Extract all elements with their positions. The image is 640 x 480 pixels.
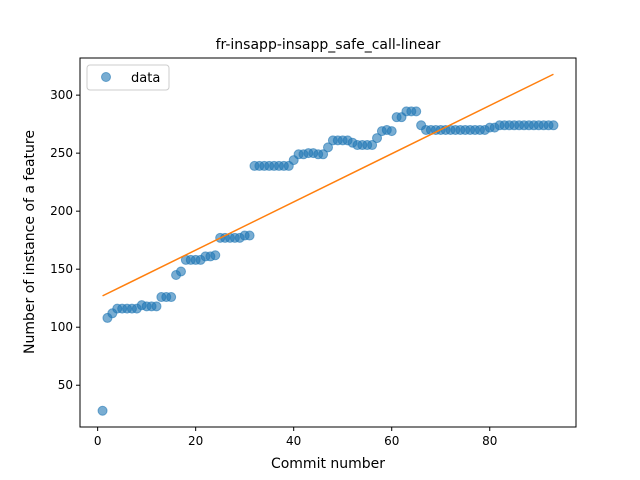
legend: data [86, 64, 170, 91]
data-point [175, 266, 186, 277]
x-tick-label: 80 [482, 434, 497, 448]
data-point [210, 250, 221, 261]
legend-box [86, 64, 170, 91]
legend-marker-data [101, 72, 111, 82]
data-point [166, 292, 177, 303]
data-point [151, 301, 162, 312]
x-tick-label: 40 [286, 434, 301, 448]
axes-layer: 0 20 40 60 80 50 100 150 200 250 300 [50, 88, 497, 448]
data-point [548, 120, 559, 131]
x-axis-label: Commit number [271, 456, 385, 472]
x-tick-label: 0 [94, 434, 102, 448]
chart-title: fr-insapp-insapp_safe_call-linear [216, 37, 441, 53]
legend-label-data: data [131, 71, 160, 86]
data-point [367, 140, 378, 151]
y-tick-label: 50 [58, 378, 73, 392]
data-point [244, 230, 255, 241]
y-tick-label: 100 [50, 320, 73, 334]
series-layer [97, 73, 559, 416]
data-point [97, 405, 108, 416]
x-tick-label: 20 [188, 434, 203, 448]
y-tick-label: 200 [50, 204, 73, 218]
linear-fit-line [102, 73, 554, 297]
data-point [323, 142, 333, 153]
data-point [411, 106, 422, 117]
y-tick-label: 150 [50, 262, 73, 276]
data-point [386, 126, 397, 137]
data-point [318, 149, 329, 160]
plot-frame [79, 57, 577, 428]
y-tick-label: 250 [50, 146, 73, 160]
y-axis-label: Number of instance of a feature [22, 130, 38, 354]
y-tick-label: 300 [50, 88, 73, 102]
data-point [372, 133, 383, 144]
x-tick-label: 60 [384, 434, 399, 448]
